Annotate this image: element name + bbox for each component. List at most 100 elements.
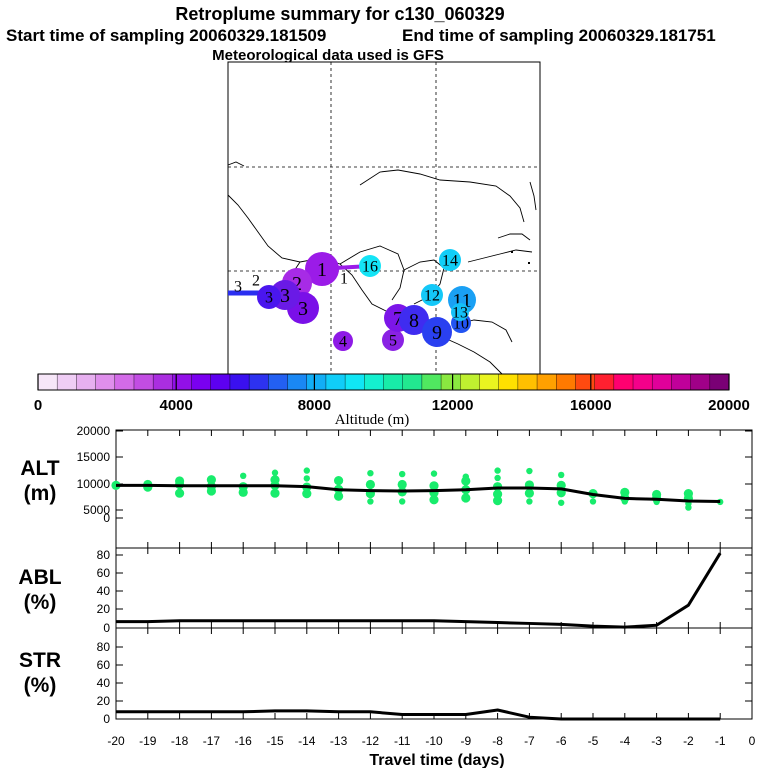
y-axis-label: STR [19,649,61,672]
scatter-point [367,498,374,505]
x-tick-label: -5 [588,734,599,748]
x-tick-label: -7 [524,734,535,748]
colorbar-swatch [306,374,327,390]
colorbar-swatch [210,374,231,390]
y-tick-label: 40 [97,584,111,598]
scatter-point [493,496,503,506]
trajectory-marker-16 [359,255,381,277]
colorbar-swatch [114,374,135,390]
scatter-point [524,488,535,498]
y-axis-label: ALT [20,457,59,480]
y-tick-label: 10000 [77,477,111,491]
trajectory-marker-4 [333,331,353,351]
colorbar-swatch [441,374,461,390]
colorbar-swatch [460,374,480,390]
chart-panel-abl: 0 20 40 60 80 ABL(%) [18,547,753,635]
scatter-point [526,498,533,505]
marker-label: 3 [265,290,273,307]
time-series-panels: 05000100001500020000ALT(m)020406080ABL(%… [18,424,755,768]
series-line-str [116,708,721,721]
colorbar-swatch [325,374,346,390]
y-tick-label: 80 [97,640,111,654]
x-tick-label: -19 [139,734,157,748]
scatter-point [175,476,185,486]
scatter-point [303,475,310,482]
scatter-point [494,474,501,482]
y-axis-label: ABL [18,566,61,589]
colorbar-swatch [479,374,500,390]
colorbar-tick-label: 8000 [298,397,331,414]
x-axis: -20 -19 -18 -17 -16 -15 -14 -13 -12 -11 -10 -9 -8 -7-… [107,734,755,768]
colorbar-swatch [594,374,615,390]
x-tick-label: -17 [203,734,221,748]
scatter-point [175,488,185,498]
met-data-label: Meteorological data used is GFS [212,47,444,64]
colorbar-swatch [287,374,308,390]
scatter-point [652,489,662,500]
x-tick-label: -15 [266,734,284,748]
scatter-point [397,479,407,490]
trajectory-marker-13 [451,303,469,321]
colorbar-swatch [498,374,519,390]
scatter-point [206,475,216,485]
scatter-point [367,469,374,477]
scatter-point [589,498,597,505]
panel-frame [115,547,753,629]
colorbar-tick-label: 0 [34,397,42,414]
scatter-point [429,495,439,505]
x-tick-label: -14 [298,734,316,748]
chart-panel-str: 0 20 40 60 80 STR(%) [19,627,753,726]
x-tick-label: -8 [492,734,503,748]
scatter-point [399,498,406,505]
scatter-point [429,481,439,491]
trajectory-marker-8 [399,305,429,335]
x-tick-label: -11 [394,734,411,748]
y-tick-label: 60 [97,658,111,672]
scatter-point [270,488,280,498]
colorbar-swatch [383,374,404,390]
colorbar-swatch [38,374,58,390]
x-tick-label: -10 [425,734,443,748]
panel-frame [115,627,753,720]
scatter-point [240,472,247,480]
marker-label: 2 [292,273,302,295]
scatter-point [462,473,469,480]
scatter-point [493,489,503,499]
scatter-point [365,479,375,490]
colorbar-swatch [172,374,193,390]
end-time-label: End time of sampling 20060329.181751 [402,26,716,45]
y-axis-unit: (%) [24,591,57,614]
x-tick-label: -2 [683,734,694,748]
marker-label: 8 [409,310,419,332]
scatter-point [303,467,310,474]
colorbar-swatch [76,374,97,390]
scatter-point [558,499,565,506]
y-tick-label: 0 [103,712,110,726]
series-line-alt [116,483,721,503]
colorbar-swatch [364,374,384,390]
colorbar-swatch [652,374,672,390]
y-axis-unit: (m) [24,482,57,505]
trajectory-marker-3 [257,285,281,309]
colorbar-swatch [153,374,173,390]
x-tick-label: -9 [460,734,471,748]
marker-label: 5 [389,333,397,350]
x-tick-label: -4 [619,734,630,748]
colorbar-swatch [517,374,538,390]
marker-label: 14 [442,253,458,270]
colorbar-swatch [191,374,212,390]
marker-label: 12 [424,288,440,305]
trajectory-marker-1 [305,252,339,286]
colorbar-tick-label: 4000 [160,397,193,414]
start-time-label: Start time of sampling 20060329.181509 [6,26,326,45]
y-tick-label: 60 [97,566,111,580]
scatter-point [430,470,438,477]
marker-label: 7 [393,308,403,330]
marker-label: 3 [280,285,290,307]
y-tick-label: 80 [97,548,111,562]
colorbar-swatch [613,374,634,390]
colorbar-swatch [556,374,576,390]
marker-label: 9 [432,322,442,344]
